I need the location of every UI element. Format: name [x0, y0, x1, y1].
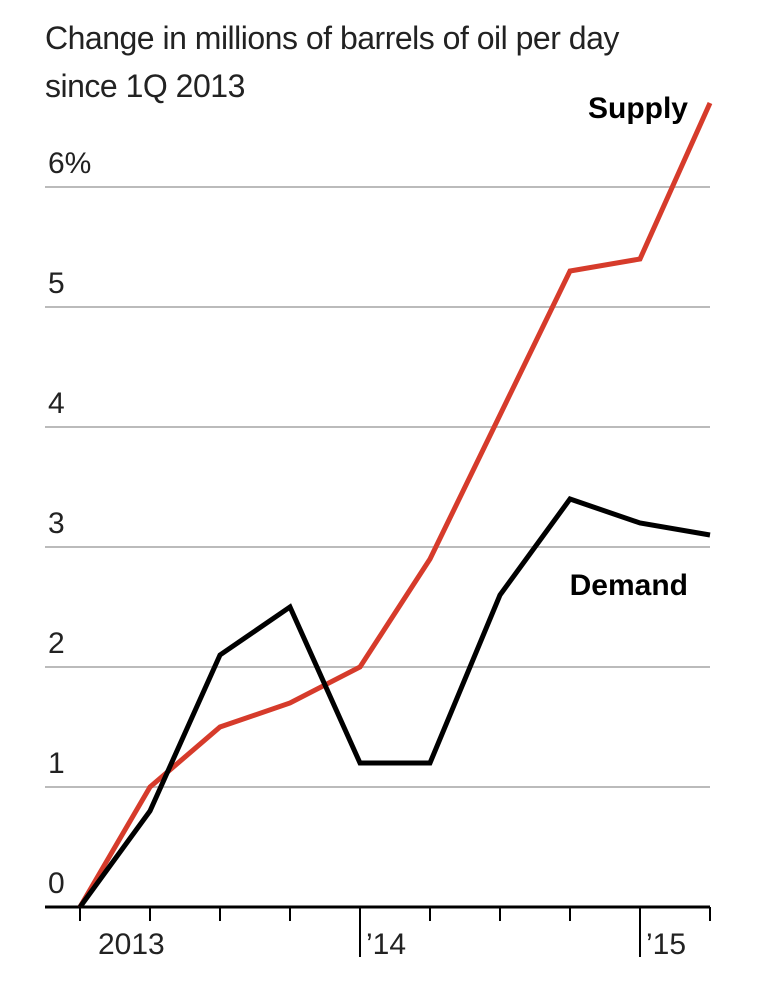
y-tick-label: 2	[48, 627, 65, 660]
y-tick-label: 4	[48, 387, 65, 420]
x-tick-label: 2013	[98, 928, 165, 961]
y-tick-label: 3	[48, 507, 65, 540]
series-label: Supply	[588, 92, 688, 125]
x-tick-label: ’14	[366, 928, 406, 961]
y-tick-label: 0	[48, 867, 65, 900]
y-tick-label: 6%	[48, 147, 91, 180]
chart-title: Change in millions of barrels of oil per…	[45, 20, 619, 104]
y-tick-label: 5	[48, 267, 65, 300]
series-label: Demand	[570, 569, 688, 602]
series-line	[77, 101, 713, 909]
x-tick-label: ’15	[646, 928, 686, 961]
series-line	[77, 496, 711, 909]
y-tick-label: 1	[48, 747, 65, 780]
